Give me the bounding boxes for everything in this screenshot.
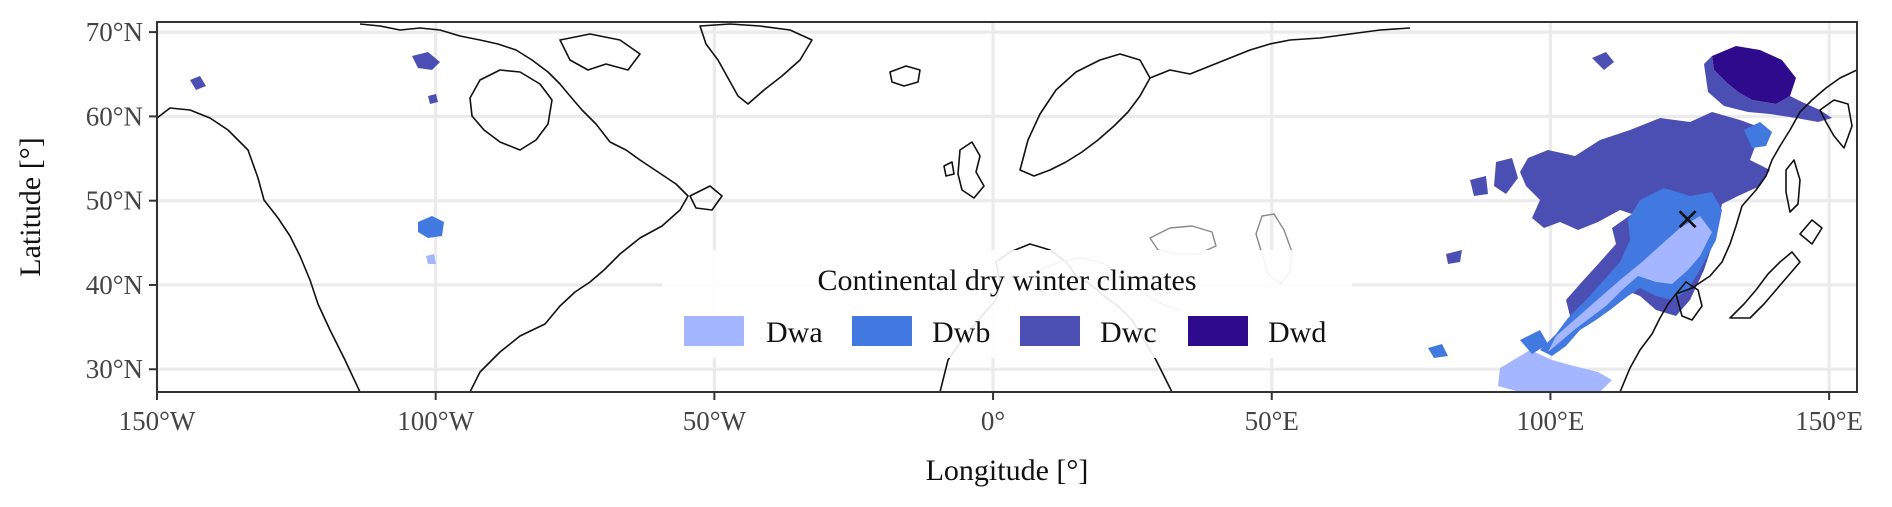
x-tick-label: 100°E — [1517, 406, 1585, 436]
y-tick-label: 50°N — [86, 186, 143, 216]
y-tick-label: 60°N — [86, 101, 143, 131]
panel-border — [156, 21, 1858, 393]
x-tick-label: 100°W — [397, 406, 474, 436]
x-tick-label: 50°W — [683, 406, 747, 436]
legend-swatch-dwa — [684, 316, 744, 346]
coastline-north-america — [157, 23, 689, 392]
coastline-newfoundland — [689, 185, 723, 211]
coastline-arctic-russia — [1149, 27, 1411, 79]
x-tick-label: 50°E — [1245, 406, 1299, 436]
coastline-hudson-bay — [469, 69, 553, 151]
region-dwb-na-plains — [418, 216, 444, 238]
x-tick-label: 150°W — [119, 406, 196, 436]
legend-label-dwb: Dwb — [932, 316, 990, 349]
legend-label-dwc: Dwc — [1100, 316, 1157, 349]
coastline-baffin — [559, 33, 641, 71]
legend-swatch-dwc — [1020, 316, 1080, 346]
region-dwc-siberia — [1592, 52, 1832, 122]
region-dwc-west-patches — [1446, 158, 1518, 264]
legend-label-dwa: Dwa — [766, 316, 823, 349]
legend: Continental dry winter climates Dwa Dwb … — [662, 250, 1352, 358]
coastline-japan — [1729, 219, 1823, 319]
coastline-scandinavia — [1019, 53, 1151, 177]
region-dwc-canada — [412, 52, 440, 104]
region-dwa-south — [1498, 350, 1612, 392]
coastline-kamchatka — [1819, 99, 1853, 149]
region-dwa-east-asia — [1548, 216, 1712, 352]
y-tick-label: 30°N — [86, 354, 143, 384]
coastline-korea — [1675, 281, 1703, 321]
region-dwd-siberia — [1712, 46, 1796, 104]
coastlines — [157, 23, 1857, 392]
legend-swatch-dwd — [1188, 316, 1248, 346]
x-tick-label: 0° — [981, 406, 1005, 436]
coastline-sakhalin — [1785, 159, 1801, 213]
legend-label-dwd: Dwd — [1268, 316, 1326, 349]
x-axis-ticks: 150°W 100°W 50°W 0° 50°E 100°E 150°E — [119, 392, 1863, 436]
region-dwb-north — [1744, 122, 1772, 148]
region-dwa-na-plains — [426, 254, 436, 264]
marker-cross-icon — [1678, 210, 1697, 229]
legend-swatch-dwb — [852, 316, 912, 346]
coastline-britain — [943, 141, 985, 199]
x-tick-label: 150°E — [1795, 406, 1863, 436]
region-dwc-alaska — [190, 76, 206, 90]
y-tick-label: 40°N — [86, 270, 143, 300]
region-dwb-south — [1428, 330, 1548, 358]
x-axis-title: Longitude [°] — [926, 454, 1089, 487]
y-tick-label: 70°N — [86, 17, 143, 47]
climate-regions — [190, 46, 1832, 392]
legend-title: Continental dry winter climates — [817, 264, 1196, 297]
coastline-east-asia — [1619, 69, 1857, 392]
y-axis-title: Latitude [°] — [14, 137, 47, 276]
coastline-iceland — [889, 65, 921, 87]
coastline-greenland — [699, 23, 813, 105]
y-axis-ticks: 30°N 40°N 50°N 60°N 70°N — [86, 17, 157, 384]
